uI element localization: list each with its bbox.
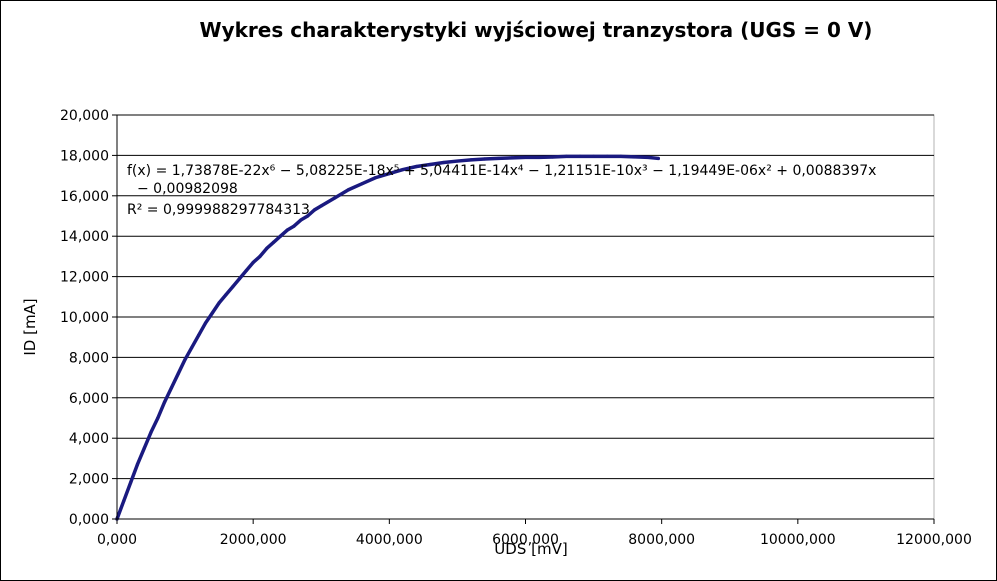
data-point — [135, 462, 140, 467]
y-tick-label-2: 4,000 — [69, 431, 109, 447]
y-tick-label-0: 0,000 — [69, 512, 109, 528]
y-tick-label-7: 14,000 — [60, 229, 109, 245]
data-point — [258, 254, 262, 258]
data-point — [285, 228, 289, 232]
data-point — [278, 234, 282, 238]
data-point — [333, 196, 337, 200]
data-point — [292, 224, 296, 228]
y-tick-label-3: 6,000 — [69, 391, 109, 407]
data-point — [163, 400, 167, 404]
data-point — [455, 159, 460, 163]
x-tick-label-4: 8000,000 — [628, 532, 695, 548]
axes — [112, 114, 935, 524]
data-point — [656, 156, 660, 161]
data-point — [176, 371, 180, 376]
data-point — [319, 204, 323, 208]
data-point — [401, 167, 405, 172]
data-point — [299, 218, 303, 222]
x-tick-label-0: 0,000 — [97, 532, 137, 548]
data-point — [523, 155, 528, 160]
data-point — [142, 446, 146, 450]
data-point — [428, 162, 432, 167]
data-point — [210, 311, 214, 315]
y-tick-label-9: 18,000 — [60, 148, 109, 164]
data-point — [374, 176, 378, 180]
trendline-r-squared: R² = 0,999988297784313 — [127, 202, 310, 218]
x-tick-labels: 0,000 2000,000 4000,000 6000,000 8000,000 100… — [97, 532, 972, 548]
x-tick-label-5: 10000,000 — [760, 532, 836, 548]
data-series — [115, 154, 661, 521]
data-point — [442, 160, 446, 165]
data-point — [387, 171, 391, 176]
data-point — [360, 182, 364, 186]
data-point — [149, 430, 153, 434]
data-point — [183, 357, 187, 362]
data-point — [619, 154, 623, 159]
data-point — [169, 386, 174, 390]
data-point — [217, 301, 221, 305]
data-point — [469, 158, 473, 162]
data-point — [197, 333, 201, 337]
data-point — [156, 416, 160, 420]
data-point — [605, 154, 609, 159]
series-0-line — [115, 154, 661, 521]
x-tick-label-6: 12000,000 — [896, 532, 972, 548]
data-point — [244, 268, 248, 273]
data-point — [237, 277, 242, 281]
y-axis-title: ID [mA] — [21, 298, 39, 355]
data-point — [251, 260, 255, 265]
data-point — [224, 293, 228, 297]
x-tick-label-1: 2000,000 — [220, 532, 287, 548]
trendline-equation-continued: − 0,00982098 — [137, 181, 238, 197]
y-tick-labels: 0,000 2,000 4,000 6,000 8,000 10,000 12,000 14,… — [60, 108, 109, 528]
data-point — [591, 154, 596, 159]
data-point — [129, 481, 133, 485]
data-point — [646, 155, 650, 160]
x-tick-label-2: 4000,000 — [356, 532, 423, 548]
x-axis-title: UDS [mV] — [494, 540, 567, 558]
data-point — [632, 155, 637, 159]
chart-title: Wykres charakterystyki wyjściowej tranzy… — [200, 18, 873, 42]
data-point — [346, 188, 351, 192]
trendline-equation: f(x) = 1,73878E-22x⁶ − 5,08225E-18x⁵ + 5… — [127, 163, 876, 179]
data-point — [231, 285, 235, 289]
x-tick-label-3: 6000,000 — [492, 532, 559, 548]
y-tick-label-1: 2,000 — [69, 472, 109, 488]
data-point — [551, 155, 555, 159]
data-point — [537, 155, 541, 160]
y-tick-label-8: 16,000 — [60, 189, 109, 205]
data-point — [414, 164, 419, 169]
data-point — [306, 214, 310, 218]
data-point — [271, 240, 276, 244]
y-tick-label-5: 10,000 — [60, 310, 109, 326]
data-point — [564, 154, 568, 159]
data-point — [578, 154, 582, 159]
y-tick-label-6: 12,000 — [60, 270, 109, 286]
data-point — [203, 321, 208, 325]
data-point — [483, 157, 487, 161]
data-point — [496, 156, 500, 161]
y-tick-label-10: 20,000 — [60, 108, 109, 124]
data-point — [312, 208, 317, 212]
y-tick-label-4: 8,000 — [69, 350, 109, 366]
data-point — [122, 499, 126, 503]
data-point — [265, 246, 269, 250]
data-point — [190, 345, 194, 349]
data-point — [510, 156, 514, 160]
grid-lines — [117, 114, 934, 480]
